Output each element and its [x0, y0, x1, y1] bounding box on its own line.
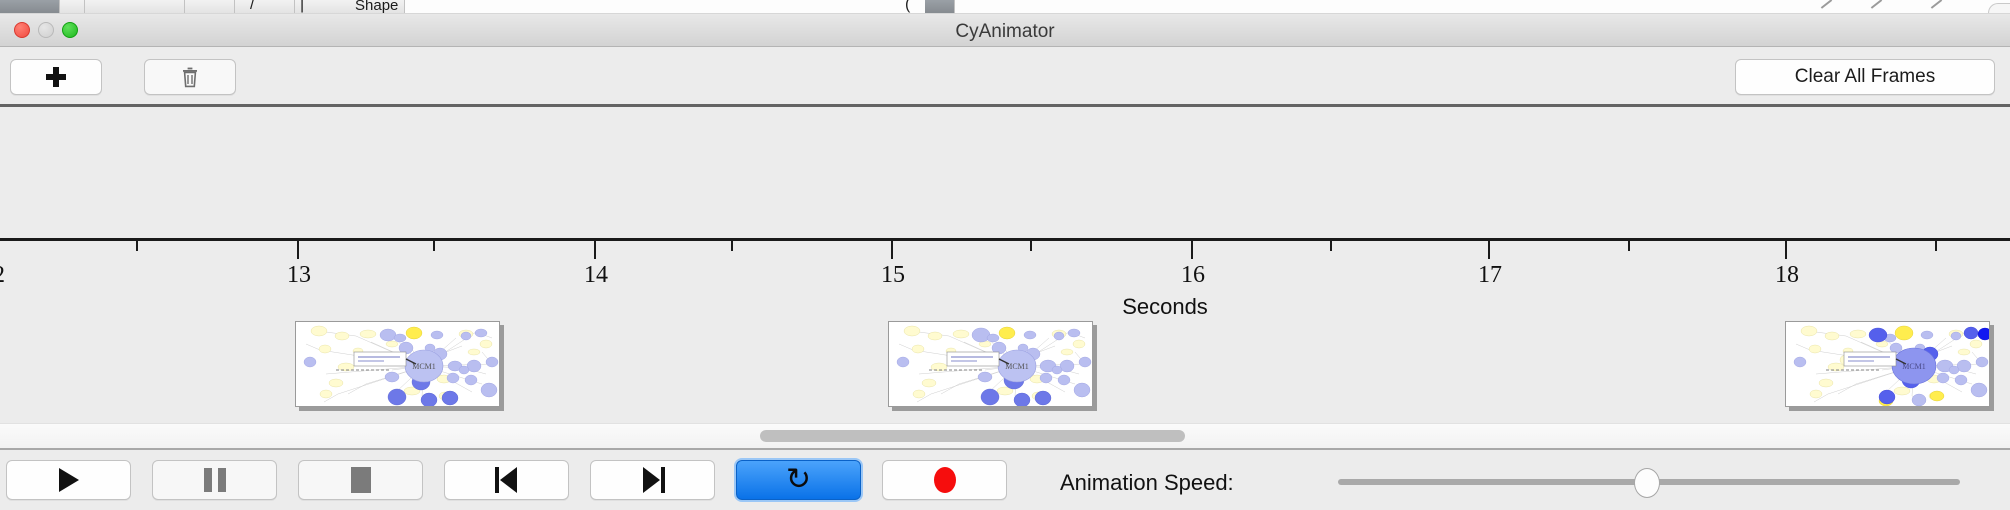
background-glyph: / — [250, 0, 255, 13]
axis-title: Seconds — [1122, 294, 1208, 319]
timeline-panel[interactable]: MCM1 — [0, 107, 2010, 423]
axis-tick-label: 13 — [287, 262, 311, 288]
axis-tick-major — [1488, 241, 1490, 259]
skip-forward-icon — [641, 467, 665, 493]
axis-tick-major — [1785, 241, 1787, 259]
background-tab — [235, 0, 295, 13]
stop-icon — [350, 467, 371, 493]
loop-icon: ↻ — [785, 462, 812, 497]
frame-thumbnail-3[interactable]: MCM1 — [1785, 321, 1990, 407]
playback-control-bar: ↻ Animation Speed: — [0, 448, 2010, 510]
stop-button[interactable] — [298, 460, 423, 500]
timeline-scrollbar[interactable] — [0, 423, 2010, 448]
maximize-button[interactable] — [62, 22, 78, 38]
window-titlebar: CyAnimator — [0, 14, 2010, 47]
axis-tick-major — [594, 241, 596, 259]
frame-thumbnail-2[interactable]: MCM1 — [888, 321, 1093, 407]
axis-tick-minor — [731, 241, 733, 251]
window-controls — [14, 22, 78, 38]
axis-tick-label: 2 — [0, 262, 5, 289]
svg-text:MCM1: MCM1 — [412, 362, 436, 371]
axis-tick-label: 18 — [1775, 262, 1799, 288]
background-diagonal — [1820, 0, 1833, 9]
skip-back-icon — [494, 467, 519, 493]
add-frame-button[interactable] — [10, 59, 102, 95]
background-tab — [85, 0, 185, 13]
pause-button[interactable] — [152, 460, 277, 500]
trash-icon — [180, 66, 200, 88]
axis-tick-label: 15 — [881, 262, 905, 288]
axis-line — [0, 238, 2010, 241]
axis-tick-major — [891, 241, 893, 259]
background-glyph: ( — [905, 0, 911, 13]
clear-all-frames-button[interactable]: Clear All Frames — [1735, 59, 1995, 95]
last-frame-button[interactable] — [590, 460, 715, 500]
animation-speed-slider-thumb[interactable] — [1634, 468, 1660, 498]
svg-text:MCM1: MCM1 — [1005, 362, 1029, 371]
background-corner-curve — [1988, 3, 2010, 13]
axis-tick-label: 16 — [1181, 262, 1205, 288]
cyanimator-window: CyAnimator Clear All Frames — [0, 13, 2010, 510]
background-dark-tab — [925, 0, 955, 13]
axis-tick-minor — [1628, 241, 1630, 251]
svg-text:MCM1: MCM1 — [1902, 362, 1926, 371]
axis-tick-minor — [433, 241, 435, 251]
axis-tick-minor — [1935, 241, 1937, 251]
animation-speed-label: Animation Speed: — [1060, 470, 1234, 495]
axis-tick-label: 17 — [1478, 262, 1502, 288]
axis-tick-minor — [1330, 241, 1332, 251]
background-dark-tab — [0, 0, 60, 13]
axis-tick-minor — [136, 241, 138, 251]
axis-tick-label: 14 — [584, 262, 608, 288]
frame-toolbar: Clear All Frames — [0, 47, 2010, 107]
play-button[interactable] — [6, 460, 131, 500]
close-button[interactable] — [14, 22, 30, 38]
axis-tick-minor — [1030, 241, 1032, 251]
delete-frame-button[interactable] — [144, 59, 236, 95]
background-tab — [185, 0, 235, 13]
background-tab — [60, 0, 85, 13]
background-shape-label: Shape — [355, 0, 399, 13]
minimize-button[interactable] — [38, 22, 54, 38]
record-button[interactable] — [882, 460, 1007, 500]
first-frame-button[interactable] — [444, 460, 569, 500]
timeline-axis[interactable]: 2 13 14 15 16 17 18 — [0, 238, 2010, 288]
page-title: CyAnimator — [955, 21, 1055, 42]
background-tab — [295, 0, 405, 13]
pause-icon — [203, 468, 226, 492]
frame-thumbnail-1[interactable]: MCM1 — [295, 321, 500, 407]
play-icon — [58, 468, 79, 492]
scrollbar-thumb[interactable] — [760, 430, 1185, 442]
background-glyph: | — [300, 0, 305, 13]
loop-button[interactable]: ↻ — [736, 460, 861, 500]
axis-tick-major — [1191, 241, 1193, 259]
axis-tick-major — [297, 241, 299, 259]
record-icon — [933, 467, 956, 493]
background-diagonal — [1930, 0, 1943, 9]
background-window-strip: / | ( Shape — [0, 0, 2010, 13]
plus-icon — [46, 67, 66, 87]
background-diagonal — [1870, 0, 1883, 9]
